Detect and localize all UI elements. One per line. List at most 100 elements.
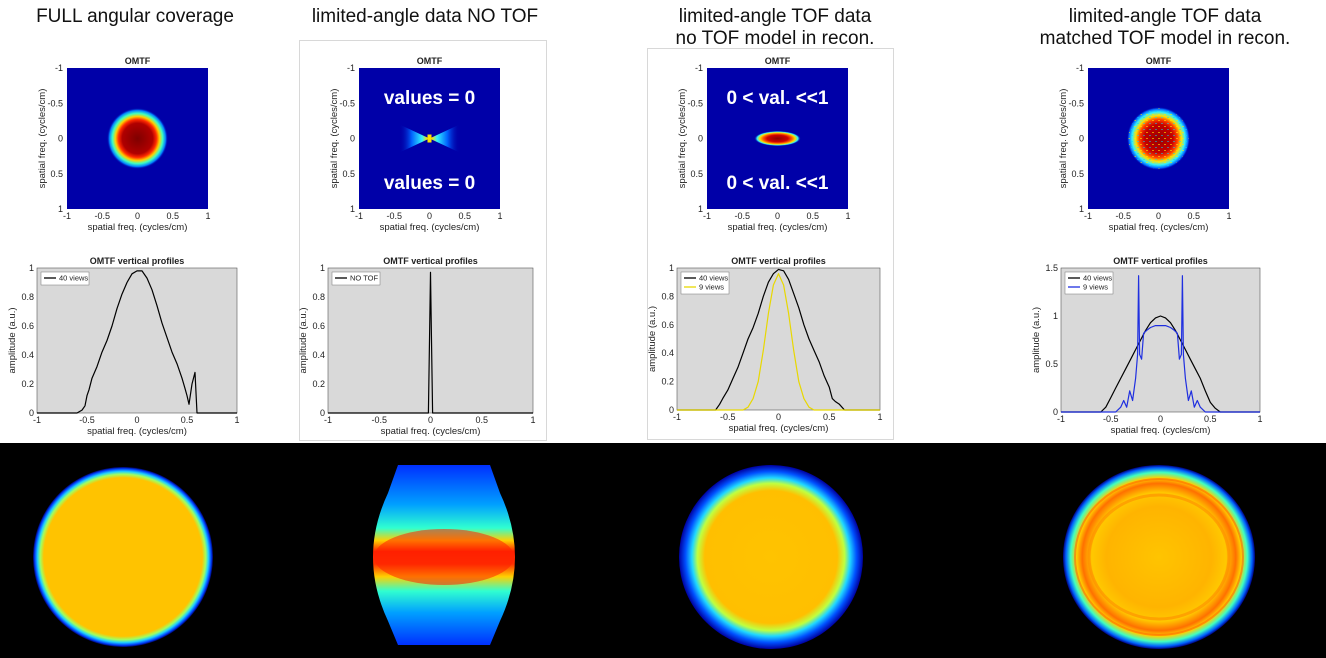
- profile-series-line: [328, 271, 533, 414]
- heatmap-x-tick: -1: [703, 211, 711, 221]
- recon-full-coverage: [33, 467, 213, 647]
- profile-x-tick: 0.5: [181, 415, 194, 425]
- heatmap-y-tick: 0: [1079, 134, 1084, 144]
- profile-y-tick: 1: [320, 263, 325, 273]
- profile-x-tick: -0.5: [1103, 414, 1119, 424]
- heatmap-bowtie-center: [427, 134, 432, 143]
- legend-entry: 9 views: [699, 283, 724, 292]
- column-title-2: limited-angle data NO TOF: [290, 6, 560, 28]
- profile-x-tick: -1: [324, 415, 332, 425]
- heatmap-y-tick: 1: [350, 204, 355, 214]
- heatmap-y-tick: -1: [695, 63, 703, 73]
- profile-x-label: spatial freq. (cycles/cm): [1111, 425, 1211, 436]
- heatmap-y-tick: 0.5: [1071, 169, 1084, 179]
- heatmap-x-tick: 1: [1226, 211, 1231, 221]
- legend-box: [331, 271, 381, 286]
- heatmap-y-tick: 0: [698, 134, 703, 144]
- profile-y-tick: 0.6: [661, 320, 674, 330]
- heatmap-x-tick: -1: [63, 211, 71, 221]
- profile-x-tick: 0: [776, 412, 781, 422]
- omtf-profile-chart-2: OMTF vertical profiles -1 -0.5 0 0.5 1 0 0.2 0.4…: [298, 256, 536, 437]
- profile-y-tick: 0: [669, 405, 674, 415]
- plot-area: [36, 267, 238, 414]
- profile-legend: NO TOF: [331, 271, 381, 286]
- profile-title: OMTF vertical profiles: [1113, 256, 1208, 266]
- omtf-profile-chart-1: OMTF vertical profiles -1 -0.5 0 0.5 1 0 0.2 0.4…: [7, 256, 240, 437]
- column-title-3: limited-angle TOF data no TOF model in r…: [640, 6, 910, 50]
- profile-x-label: spatial freq. (cycles/cm): [729, 423, 829, 434]
- heatmap-y-label: spatial freq. (cycles/cm): [329, 89, 340, 189]
- heatmap-y-tick: 1: [698, 204, 703, 214]
- heatmap-title: OMTF: [417, 56, 443, 66]
- column-title-3-line-1: limited-angle TOF data: [678, 6, 872, 27]
- profile-x-label: spatial freq. (cycles/cm): [381, 426, 481, 437]
- profile-x-tick: 0: [134, 415, 139, 425]
- heatmap-x-tick: -0.5: [1115, 211, 1131, 221]
- profile-x-label: spatial freq. (cycles/cm): [87, 426, 187, 437]
- heatmap-x-tick: -1: [1084, 211, 1092, 221]
- heatmap-x-tick: 0.5: [458, 211, 471, 221]
- column-title-2-line-1: limited-angle data NO TOF: [311, 6, 539, 27]
- heatmap-y-tick: 0: [350, 134, 355, 144]
- profile-y-tick: 1: [1053, 311, 1058, 321]
- heatmap-ellipse: [754, 130, 801, 147]
- heatmap-disk: [106, 107, 169, 170]
- heatmap-y-tick: -0.5: [1068, 98, 1084, 108]
- profile-y-tick: 0.6: [312, 321, 325, 331]
- profile-x-tick: 1: [530, 415, 535, 425]
- profile-y-tick: 0.8: [21, 292, 34, 302]
- profile-y-label: amplitude (a.u.): [1031, 307, 1042, 373]
- profile-x-tick: -0.5: [79, 415, 95, 425]
- legend-entry: 9 views: [1083, 283, 1108, 292]
- recon-no-tof-core: [374, 529, 514, 585]
- profile-y-label: amplitude (a.u.): [7, 307, 18, 373]
- column-title-1: FULL angular coverage: [0, 6, 270, 28]
- profile-x-tick: 0: [428, 415, 433, 425]
- heatmap-x-tick: -0.5: [386, 211, 402, 221]
- heatmap-y-tick: -1: [347, 63, 355, 73]
- heatmap-x-tick: 0.5: [806, 211, 819, 221]
- column-title-4: limited-angle TOF data matched TOF model…: [1030, 6, 1300, 50]
- legend-entry: 40 views: [59, 274, 88, 283]
- profile-y-tick: 0.8: [661, 291, 674, 301]
- heatmap-x-label: spatial freq. (cycles/cm): [1109, 222, 1209, 233]
- profile-series-line: [1061, 315, 1260, 413]
- heatmap-y-tick: -0.5: [339, 98, 355, 108]
- heatmap-annotation-top: values = 0: [384, 88, 475, 109]
- column-title-4-line-1: limited-angle TOF data: [1068, 6, 1262, 27]
- heatmap-y-tick: 1: [58, 204, 63, 214]
- profile-x-tick: -0.5: [720, 412, 736, 422]
- legend-entry: 40 views: [699, 274, 728, 283]
- recon-tof-matched: [1063, 465, 1255, 649]
- profile-series-line: [37, 270, 237, 414]
- heatmap-bowtie-right: [429, 124, 460, 153]
- profile-y-tick: 0.2: [312, 379, 325, 389]
- profile-x-tick: -1: [33, 415, 41, 425]
- heatmap-x-tick: 0.5: [166, 211, 179, 221]
- heatmap-title: OMTF: [125, 56, 151, 66]
- profile-y-tick: 0.4: [661, 348, 674, 358]
- profile-y-tick: 0.2: [661, 377, 674, 387]
- heatmap-y-label: spatial freq. (cycles/cm): [677, 89, 688, 189]
- profile-x-tick: 0.5: [823, 412, 836, 422]
- recon-tof-matched-ring: [1087, 493, 1231, 621]
- heatmap-x-tick: 1: [845, 211, 850, 221]
- heatmap-title: OMTF: [765, 56, 791, 66]
- heatmap-x-tick: 0: [135, 211, 140, 221]
- omtf-profile-chart-3: OMTF vertical profiles -1 -0.5 0 0.5 1 0 0.2 0.4…: [647, 256, 883, 434]
- heatmap-x-label: spatial freq. (cycles/cm): [380, 222, 480, 233]
- profile-x-tick: 0: [1158, 414, 1163, 424]
- profile-y-tick: 0: [320, 408, 325, 418]
- heatmap-x-tick: 0: [1156, 211, 1161, 221]
- recon-tof-no-model: [679, 465, 863, 649]
- profile-y-tick: 0.4: [21, 350, 34, 360]
- heatmap-x-tick: -1: [355, 211, 363, 221]
- heatmap-annotation-bottom: 0 < val. <<1: [727, 173, 829, 194]
- heatmap-y-tick: 0.5: [50, 169, 63, 179]
